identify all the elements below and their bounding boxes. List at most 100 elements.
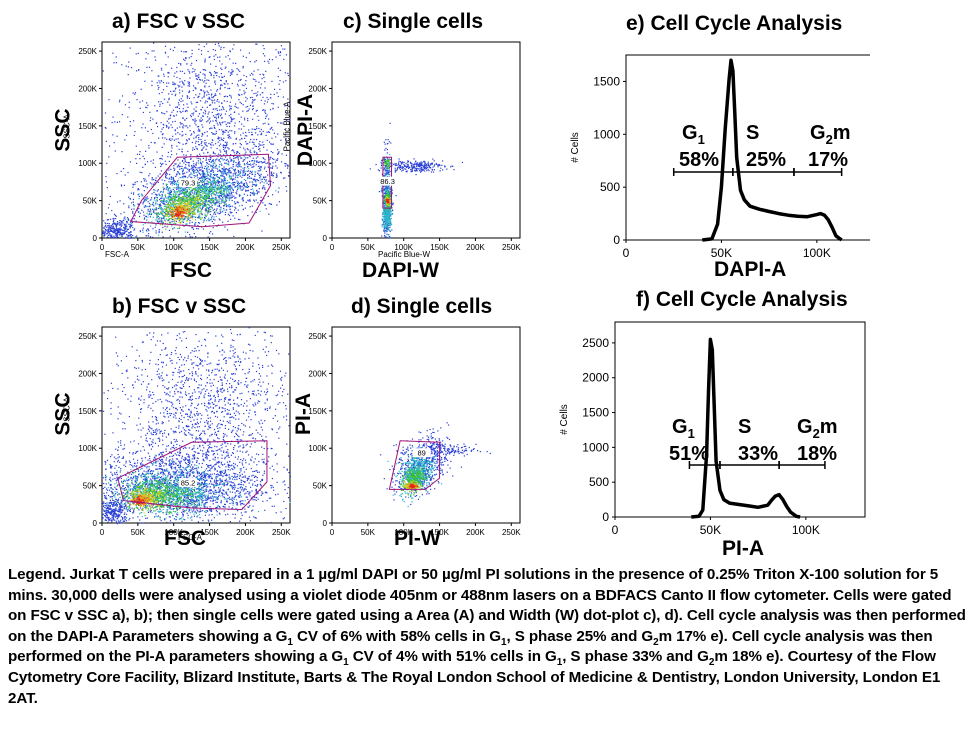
panel-e-title: e) Cell Cycle Analysis [626,12,843,35]
panel-a-x-param: FSC-A [105,250,129,259]
x-tick-label: 200K [466,528,485,537]
x-tick-label: 100K [394,528,413,537]
scatter-plot-b: 0 50K 100K 150K 200K 250K 0 50K 100K 150K 200K 250K… [78,326,292,537]
x-tick-label: 100K [164,243,183,252]
histogram-frame [614,321,866,518]
panel-d-xlabel: PI-W [394,527,441,550]
x-tick-label: 250K [502,243,521,252]
event-dots [102,42,291,239]
x-tick-label: 0 [100,243,105,252]
y-tick-label: 100K [308,159,327,168]
histogram-curve [702,58,843,242]
panel-a-title: a) FSC v SSC [112,10,246,33]
phase-label-g2m: G2m [797,416,838,441]
y-tick-label: 1500 [593,74,620,88]
gate-label-bg [179,178,198,188]
y-tick-label: 150K [308,122,327,131]
y-tick-label: 100K [78,444,97,453]
phase-label-g2m: G2m [810,122,851,147]
phase-percent-g1: 51% [669,443,709,465]
x-tick-label: 50K [131,243,146,252]
histogram-f: 0 50K 100K 0 500 1000 1500 2000 2500 # Cells G151%… [559,321,866,537]
x-tick-label: 150K [430,528,449,537]
y-tick-label: 0 [613,233,620,247]
y-tick-label: 200K [308,84,327,93]
gate-polygon [388,440,441,490]
x-tick-label: 0 [612,523,619,537]
y-tick-label: 100K [308,444,327,453]
x-tick-label: 50K [131,528,146,537]
y-tick-label: 1000 [582,440,609,454]
plot-frame [101,326,291,524]
y-tick-label: 50K [313,482,328,491]
y-tick-label: 150K [308,407,327,416]
x-tick-label: 0 [623,246,630,260]
y-tick-label: 250K [308,47,327,56]
phase-label-s: S [738,416,751,438]
x-tick-label: 150K [200,528,219,537]
y-axis-label: # Cells [559,404,570,435]
histogram-frame [625,54,870,241]
gate-label-bg [412,448,431,458]
phase-percent-g2m: 18% [797,443,837,465]
panel-f-xlabel: PI-A [722,537,764,560]
x-tick-label: 200K [466,243,485,252]
x-tick-label: 150K [200,243,219,252]
panel-c-x-param: Pacific Blue-W [378,250,431,259]
scatter-plot-a: 0 50K 100K 150K 200K 250K 0 50K 100K 150K 200K 250K… [78,41,291,252]
y-tick-label: 1000 [593,127,620,141]
y-tick-label: 0 [93,234,98,243]
event-dots [102,327,292,525]
gate-label: 86.3 [380,177,395,186]
x-tick-label: 0 [330,528,335,537]
event-dots [369,122,464,239]
y-tick-label: 2500 [582,336,609,350]
panel-e-xlabel: DAPI-A [714,258,787,281]
panel-c-title: c) Single cells [343,10,484,33]
gate-label: 85.2 [181,479,196,488]
panel-c-ylabel: DAPI-A [294,93,318,167]
panel-b-xlabel: FSC [164,527,206,550]
plot-frame [331,326,521,524]
gate-label: 79.3 [181,179,196,188]
x-tick-label: 250K [502,528,521,537]
plot-frame [331,41,521,239]
phase-percent-g1: 58% [679,149,719,171]
x-tick-label: 100K [394,243,413,252]
y-tick-label: 50K [83,482,98,491]
y-tick-label: 0 [323,234,328,243]
phase-label-s: S [746,122,759,144]
x-tick-label: 0 [100,528,105,537]
y-tick-label: 250K [308,332,327,341]
x-tick-label: 200K [236,243,255,252]
y-tick-label: 150K [78,122,97,131]
x-tick-label: 250K [272,243,291,252]
x-tick-label: 100K [164,528,183,537]
y-tick-label: 200K [78,84,97,93]
phase-percent-g2m: 17% [808,149,848,171]
x-tick-label: 50K [361,528,376,537]
y-tick-label: 0 [323,519,328,528]
phase-label-g1: G1 [682,122,705,147]
panel-d-ylabel: PI-A [292,393,315,435]
y-axis-label: # Cells [570,132,581,163]
panel-b-x-param: FSC-A [178,533,202,542]
x-tick-label: 150K [430,243,449,252]
x-tick-label: 50K [711,246,732,260]
y-tick-label: 0 [93,519,98,528]
y-tick-label: 1500 [582,406,609,420]
phase-label-g1: G1 [672,416,695,441]
y-tick-label: 50K [83,197,98,206]
gate-polygon [117,440,268,511]
panel-b-y-param: SSC-A [62,397,72,422]
x-tick-label: 50K [700,523,721,537]
gate-label: 89 [417,449,425,458]
x-tick-label: 100K [803,246,831,260]
gate-label-bg [179,478,198,488]
y-tick-label: 250K [78,332,97,341]
histogram-curve [691,337,801,519]
x-tick-label: 100K [792,523,820,537]
y-tick-label: 500 [589,475,609,489]
x-tick-label: 200K [236,528,255,537]
